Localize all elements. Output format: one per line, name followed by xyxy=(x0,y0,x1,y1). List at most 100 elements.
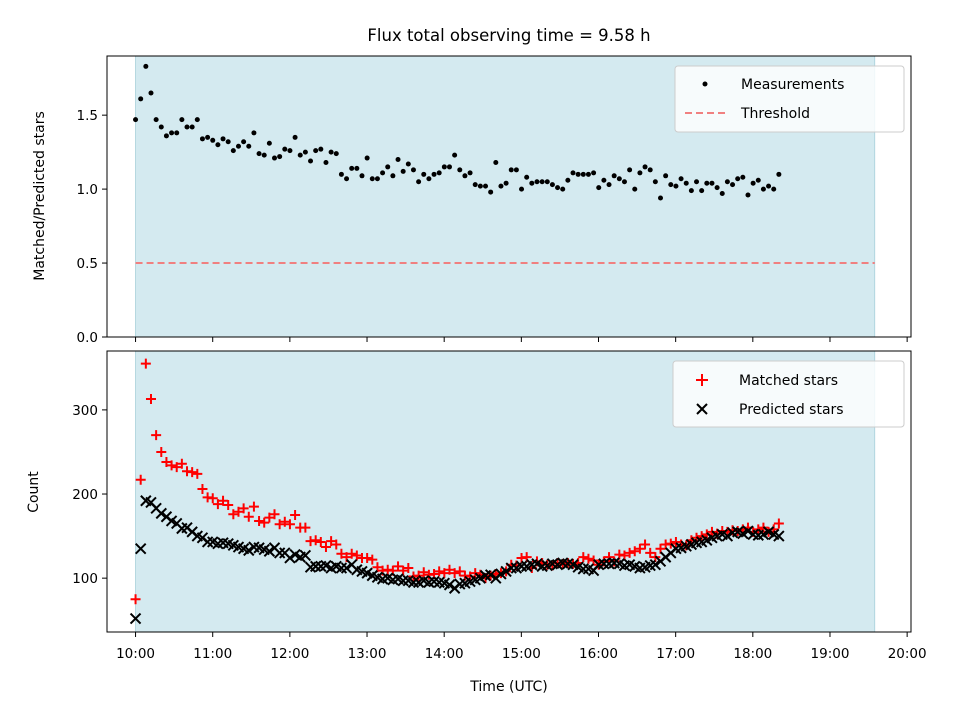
measurement-point xyxy=(621,179,627,185)
y-tick-label: 300 xyxy=(72,403,98,419)
measurement-point xyxy=(714,185,720,191)
measurement-point xyxy=(210,137,216,143)
measurement-point xyxy=(405,161,411,167)
legend-measurements-label: Measurements xyxy=(741,77,844,93)
predicted-point xyxy=(299,549,312,562)
predicted-point xyxy=(577,563,590,575)
measurement-point xyxy=(627,167,633,173)
measurement-point xyxy=(632,186,638,192)
measurement-point xyxy=(596,185,602,191)
count-legend: Matched stars Predicted stars xyxy=(672,360,905,428)
y-axis-label-ratio: Matched/Predicted stars xyxy=(32,111,48,281)
measurement-point xyxy=(766,183,772,189)
matched-point xyxy=(429,568,440,579)
measurement-point xyxy=(539,179,545,185)
matched-point xyxy=(151,430,162,441)
predicted-point xyxy=(505,562,517,574)
measurement-point xyxy=(704,180,710,186)
measurement-point xyxy=(549,182,555,188)
plot-frame xyxy=(106,350,912,633)
measurement-point xyxy=(395,157,401,163)
measurement-point xyxy=(560,186,566,192)
measurement-point xyxy=(349,165,355,171)
y-tick-label: 100 xyxy=(72,571,98,587)
matched-point xyxy=(254,515,265,526)
matched-point xyxy=(161,457,172,468)
measurement-point xyxy=(323,159,329,165)
measurement-point xyxy=(652,179,658,185)
matched-point xyxy=(166,460,177,471)
predicted-point xyxy=(129,612,142,625)
measurement-point xyxy=(292,134,298,140)
matched-point xyxy=(197,483,208,494)
measurement-point xyxy=(699,188,705,194)
matched-point xyxy=(279,516,290,527)
measurement-point xyxy=(498,183,504,189)
matched-point xyxy=(187,467,198,478)
measurement-point xyxy=(513,167,519,173)
matched-point xyxy=(315,536,326,547)
matched-point xyxy=(449,568,460,579)
y-axis-label-count: Count xyxy=(26,471,42,513)
matched-point xyxy=(434,566,445,577)
predicted-point xyxy=(742,525,754,537)
matched-point xyxy=(233,506,244,517)
matched-point xyxy=(171,462,182,473)
measurement-point xyxy=(776,171,782,177)
measurement-point xyxy=(179,117,185,123)
legend-measurements-marker xyxy=(702,81,708,87)
predicted-point xyxy=(598,558,610,570)
matched-point xyxy=(439,568,450,579)
measurement-point xyxy=(426,176,432,182)
measurement-point xyxy=(266,140,272,146)
measurement-point xyxy=(555,185,561,191)
measurement-point xyxy=(488,189,494,195)
measurement-point xyxy=(657,195,663,201)
measurement-point xyxy=(647,167,653,173)
x-tick-label: 20:00 xyxy=(888,646,927,662)
measurement-point xyxy=(467,170,473,176)
measurement-point xyxy=(251,130,257,136)
measurement-point xyxy=(287,148,293,154)
measurement-point xyxy=(385,164,391,170)
measurement-point xyxy=(282,146,288,152)
measurement-point xyxy=(611,173,617,179)
measurement-point xyxy=(493,159,499,165)
predicted-point xyxy=(407,576,420,589)
matched-point xyxy=(403,563,414,574)
measurement-point xyxy=(462,173,468,179)
measurement-point xyxy=(184,124,190,130)
matched-point xyxy=(284,519,295,530)
measurement-point xyxy=(503,180,509,186)
matched-point xyxy=(418,567,429,578)
measurement-point xyxy=(575,171,581,177)
measurement-point xyxy=(153,117,159,123)
measurement-point xyxy=(683,180,689,186)
matched-point xyxy=(145,393,156,404)
measurement-point xyxy=(272,155,278,161)
matched-point xyxy=(351,550,362,561)
x-tick-label: 15:00 xyxy=(502,646,541,662)
measurement-point xyxy=(724,179,730,185)
measurement-point xyxy=(194,117,200,123)
matched-point xyxy=(578,552,589,563)
measurement-point xyxy=(148,90,154,96)
matched-point xyxy=(207,493,218,504)
predicted-point xyxy=(443,579,456,591)
predicted-point xyxy=(273,547,286,559)
legend-predicted-label: Predicted stars xyxy=(739,402,844,418)
measurement-point xyxy=(241,139,247,145)
matched-point xyxy=(140,358,151,369)
measurement-point xyxy=(508,167,514,173)
matched-point xyxy=(634,543,645,554)
measurement-point xyxy=(544,179,550,185)
matched-point xyxy=(259,517,270,528)
predicted-point xyxy=(340,562,353,574)
predicted-point xyxy=(335,562,348,574)
measurement-point xyxy=(580,171,586,177)
measurement-point xyxy=(364,155,370,161)
matched-point xyxy=(331,539,342,550)
measurement-point xyxy=(261,152,267,158)
y-tick-label: 0.5 xyxy=(77,256,98,272)
measurement-point xyxy=(328,149,334,155)
